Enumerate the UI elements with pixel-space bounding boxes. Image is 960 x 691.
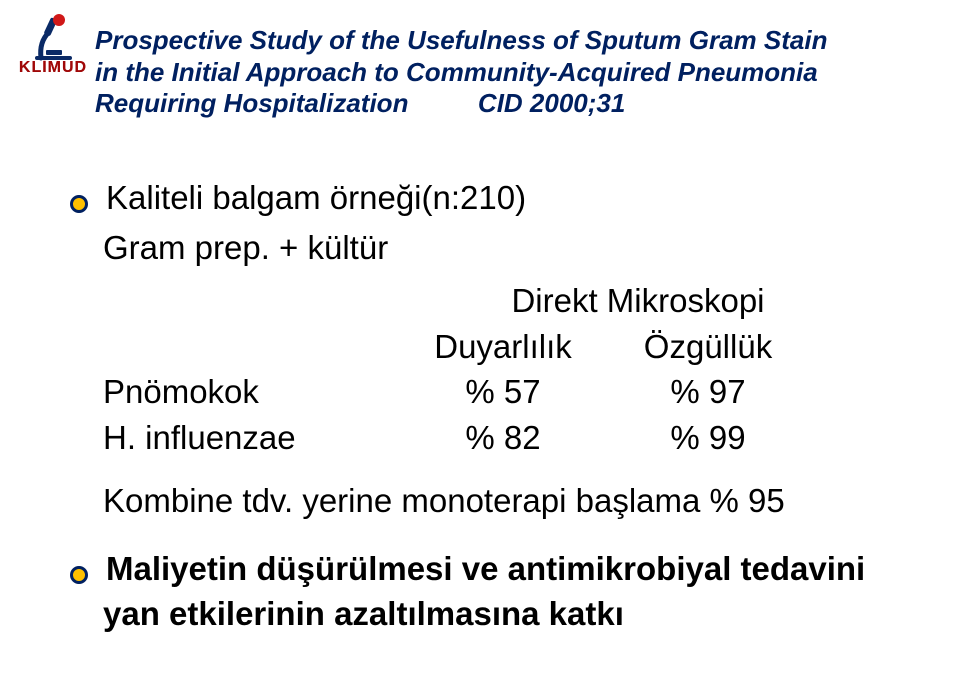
bullet-icon (70, 195, 88, 213)
table-row: H. influenzae % 82 % 99 (103, 415, 803, 461)
title-line-3: Requiring Hospitalization CID 2000;31 (95, 88, 925, 120)
table-row: Pnömokok % 57 % 97 (103, 369, 803, 415)
row-val-b: % 99 (613, 415, 803, 461)
brand-logo: KLİMUD (18, 12, 88, 97)
slide-body: Kaliteli balgam örneği(n:210) Gram prep.… (70, 175, 920, 637)
header-row: Duyarlılık Özgüllük (103, 324, 803, 370)
bullet-kaliteli: Kaliteli balgam örneği(n:210) (70, 175, 920, 221)
maliyet-text-1: Maliyetin düşürülmesi ve antimikrobiyal … (106, 546, 865, 592)
title-line-3a: Requiring Hospitalization (95, 88, 408, 118)
kaliteli-text: Kaliteli balgam örneği(n:210) (106, 175, 526, 221)
header-row-top: Direkt Mikroskopi (103, 278, 803, 324)
bullet-icon (70, 566, 88, 584)
title-line-2: in the Initial Approach to Community-Acq… (95, 57, 925, 89)
row-label: Pnömokok (103, 369, 393, 415)
maliyet-text-2: yan etkilerinin azaltılmasına katkı (70, 591, 920, 637)
microscope-icon (31, 12, 76, 62)
row-val-b: % 97 (613, 369, 803, 415)
title-line-3b: CID 2000;31 (478, 88, 625, 118)
col-header-specificity: Özgüllük (613, 324, 803, 370)
kombine-line: Kombine tdv. yerine monoterapi başlama %… (70, 478, 920, 524)
bullet-maliyet: Maliyetin düşürülmesi ve antimikrobiyal … (70, 546, 920, 592)
direkt-header: Direkt Mikroskopi (393, 278, 803, 324)
brand-name: KLİMUD (19, 60, 87, 76)
microscopy-table: Direkt Mikroskopi Duyarlılık Özgüllük Pn… (70, 278, 920, 460)
col-header-sensitivity: Duyarlılık (393, 324, 613, 370)
row-val-a: % 82 (393, 415, 613, 461)
slide-title: Prospective Study of the Usefulness of S… (95, 25, 925, 120)
row-val-a: % 57 (393, 369, 613, 415)
gram-line: Gram prep. + kültür (70, 225, 920, 271)
row-label: H. influenzae (103, 415, 393, 461)
title-line-1: Prospective Study of the Usefulness of S… (95, 25, 925, 57)
